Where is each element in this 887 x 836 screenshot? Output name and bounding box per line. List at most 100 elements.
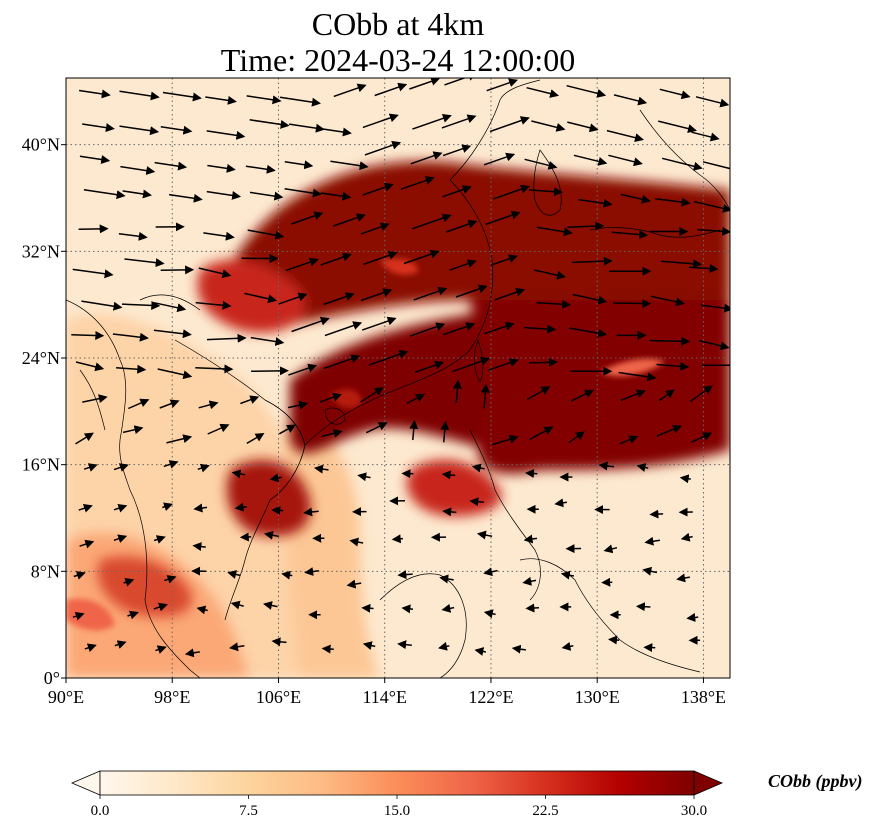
wind-arrow bbox=[320, 191, 352, 201]
wind-arrow bbox=[234, 502, 247, 512]
wind-arrow bbox=[361, 316, 397, 331]
wind-arrow bbox=[72, 611, 85, 621]
wind-arrow bbox=[409, 78, 441, 90]
wind-arrow bbox=[439, 574, 454, 584]
wind-arrow bbox=[608, 635, 620, 645]
wind-arrow bbox=[572, 256, 613, 266]
wind-arrow bbox=[153, 301, 187, 313]
wind-arrow bbox=[658, 120, 697, 133]
wind-arrow bbox=[494, 287, 526, 301]
wind-arrow bbox=[230, 600, 244, 610]
wind-arrow bbox=[195, 364, 234, 374]
wind-arrow bbox=[492, 434, 519, 446]
coastlines bbox=[66, 79, 730, 678]
wind-arrow bbox=[240, 395, 260, 405]
wind-arrow bbox=[162, 502, 174, 512]
wind-arrow bbox=[659, 88, 691, 100]
wind-arrow bbox=[613, 94, 648, 106]
wind-arrow bbox=[79, 155, 111, 164]
wind-arrow bbox=[320, 252, 352, 266]
wind-arrow bbox=[531, 120, 566, 132]
wind-arrow bbox=[524, 158, 558, 170]
wind-arrow bbox=[441, 603, 455, 613]
colorbar-min-extend bbox=[70, 770, 101, 796]
wind-arrow bbox=[455, 284, 488, 298]
wind-arrow bbox=[127, 398, 150, 410]
wind-arrow bbox=[525, 603, 540, 613]
wind-arrow bbox=[691, 131, 720, 142]
wind-arrow bbox=[536, 299, 572, 309]
wind-arrow bbox=[362, 641, 376, 651]
wind-arrow bbox=[360, 288, 393, 302]
wind-arrow bbox=[566, 84, 607, 98]
wind-arrow bbox=[361, 603, 374, 613]
map-frame bbox=[65, 77, 731, 679]
wind-arrow bbox=[263, 601, 278, 610]
wind-arrow bbox=[269, 473, 282, 483]
wind-arrow bbox=[71, 330, 105, 340]
wind-arrow bbox=[153, 602, 168, 612]
wind-arrow bbox=[303, 507, 319, 517]
wind-arrow bbox=[522, 576, 537, 586]
wind-arrow bbox=[323, 354, 361, 370]
wind-arrow bbox=[288, 123, 325, 133]
wind-arrow bbox=[195, 300, 232, 310]
wind-arrow bbox=[333, 83, 367, 98]
wind-arrow bbox=[397, 640, 412, 650]
wind-arrow bbox=[123, 578, 135, 587]
wind-arrow bbox=[635, 602, 651, 612]
wind-arrow bbox=[205, 95, 237, 105]
wind-arrow bbox=[438, 641, 450, 651]
colorbar-tick-label: 0.0 bbox=[91, 803, 110, 819]
wind-arrow bbox=[409, 419, 419, 441]
wind-arrow bbox=[444, 78, 478, 86]
wind-arrow bbox=[245, 164, 276, 174]
wind-arrow bbox=[249, 119, 290, 129]
wind-arrow bbox=[656, 424, 682, 437]
wind-arrow bbox=[160, 265, 195, 275]
wind-arrow bbox=[452, 379, 462, 403]
wind-arrow bbox=[649, 509, 664, 519]
wind-arrow bbox=[529, 426, 554, 440]
wind-arrow bbox=[250, 336, 285, 346]
wind-arrow bbox=[486, 78, 519, 92]
wind-arrow bbox=[526, 86, 560, 98]
wind-arrow bbox=[412, 114, 452, 130]
wind-arrow bbox=[693, 200, 730, 213]
y-tick-label: 40°N bbox=[22, 135, 60, 155]
wind-arrow bbox=[285, 257, 319, 272]
wind-arrow bbox=[644, 536, 661, 546]
wind-arrow bbox=[441, 114, 477, 129]
wind-arrow bbox=[82, 394, 108, 404]
wind-arrow bbox=[471, 463, 485, 473]
wind-arrow bbox=[636, 463, 649, 472]
wind-arrow bbox=[452, 357, 490, 373]
wind-arrow bbox=[229, 642, 245, 652]
wind-arrow bbox=[695, 96, 730, 108]
wind-arrow bbox=[490, 254, 518, 266]
wind-arrow bbox=[702, 161, 730, 170]
wind-arrow bbox=[78, 224, 109, 234]
wind-arrow bbox=[363, 251, 398, 266]
wind-arrow bbox=[116, 364, 147, 374]
wind-arrow bbox=[608, 154, 643, 167]
wind-arrow bbox=[166, 434, 193, 444]
wind-arrow bbox=[84, 643, 97, 653]
wind-arrow bbox=[568, 431, 585, 444]
wind-arrow bbox=[357, 472, 371, 482]
wind-arrow bbox=[198, 267, 232, 279]
wind-arrow bbox=[442, 507, 457, 517]
y-tick-label: 16°N bbox=[22, 455, 60, 475]
wind-arrow bbox=[493, 184, 531, 200]
wind-arrow bbox=[72, 268, 114, 279]
wind-arrow bbox=[157, 368, 193, 380]
wind-arrow bbox=[700, 303, 730, 313]
wind-arrow bbox=[691, 432, 713, 443]
wind-arrow bbox=[192, 542, 206, 552]
wind-arrow bbox=[650, 295, 685, 307]
wind-arrow bbox=[113, 503, 128, 513]
wind-arrow bbox=[524, 324, 557, 334]
wind-arrow bbox=[561, 641, 574, 651]
wind-arrow bbox=[409, 322, 446, 337]
